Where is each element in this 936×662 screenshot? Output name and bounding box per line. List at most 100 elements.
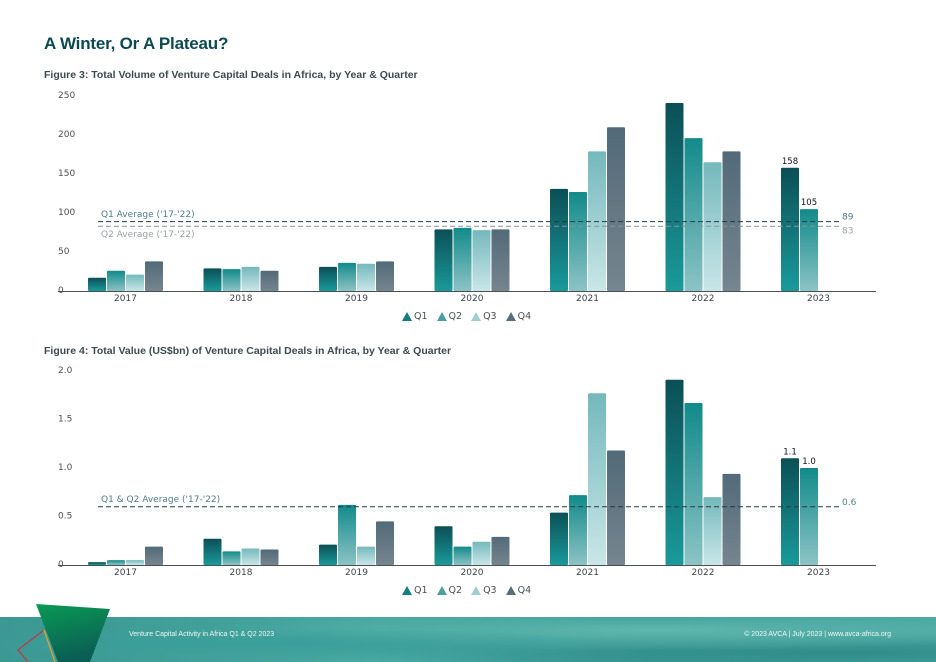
bar-2022-q3	[703, 497, 722, 565]
triangle-marker-icon	[436, 586, 447, 595]
x-category-label: 2020	[461, 294, 484, 304]
triangle-marker-icon	[505, 312, 516, 321]
y-tick-label: 200	[58, 130, 75, 140]
bar-2018-q4	[260, 549, 279, 565]
footer-report-title: Venture Capital Activity in Africa Q1 & …	[129, 631, 275, 638]
x-category-label: 2017	[114, 568, 137, 578]
y-tick-label: 1.0	[58, 463, 73, 473]
legend-item-q1: Q1	[402, 311, 428, 322]
bar-2018-q3	[241, 266, 260, 291]
bar-2019-q1	[319, 266, 337, 291]
figure-4-title: Figure 4: Total Value (US$bn) of Venture…	[44, 345, 452, 357]
bar-2019-q2	[338, 262, 356, 291]
y-tick-label: 50	[58, 247, 70, 257]
y-tick-label: 2.0	[58, 366, 73, 376]
bar-2017-q4	[145, 261, 163, 291]
y-tick-label: 1.5	[58, 415, 72, 425]
bar-2019-q1	[319, 544, 337, 565]
bar-2017-q3	[126, 560, 144, 565]
figure-3-chart: 0501001502002502017201820192020202120222…	[58, 91, 876, 304]
data-label: 158	[782, 157, 798, 167]
bar-2021-q4	[607, 127, 625, 291]
bar-2023-q2	[800, 468, 818, 565]
triangle-marker-icon	[471, 586, 482, 595]
triangle-marker-icon	[402, 586, 412, 595]
bar-2017-q1	[88, 562, 106, 565]
bar-2021-q4	[607, 450, 625, 565]
legend-item-q4: Q4	[505, 585, 532, 596]
bar-2017-q4	[145, 546, 163, 565]
bar-2019-q4	[376, 261, 394, 291]
bar-2021-q1	[550, 512, 568, 565]
legend-item-q3: Q3	[471, 311, 497, 322]
bar-2022-q1	[665, 379, 684, 565]
bar-2021-q2	[569, 191, 587, 291]
decorative-logo-shape	[17, 604, 110, 662]
x-category-label: 2022	[692, 294, 715, 304]
bar-2023-q1	[781, 167, 799, 291]
bar-2018-q1	[203, 268, 222, 291]
bar-2018-q2	[222, 551, 241, 565]
legend-label: Q2	[448, 585, 463, 596]
footer-banner: Venture Capital Activity in Africa Q1 & …	[0, 617, 936, 662]
bar-2023-q2	[800, 209, 818, 291]
x-category-label: 2020	[461, 568, 484, 578]
legend-label: Q3	[483, 585, 497, 596]
figure-4-legend: Q1 Q2 Q3 Q4	[402, 585, 531, 596]
triangle-marker-icon	[402, 312, 412, 321]
bar-2018-q1	[203, 538, 222, 565]
reference-line-label: Q2 Average ('17-'22)	[101, 230, 195, 240]
y-tick-label: 250	[58, 91, 75, 101]
figure-4-chart: 00.51.01.52.0201720182019202020212022202…	[58, 366, 876, 578]
bar-2022-q1	[665, 103, 684, 292]
x-category-label: 2022	[692, 568, 715, 578]
bar-2022-q2	[684, 138, 703, 291]
bar-2019-q2	[338, 504, 356, 565]
x-category-label: 2017	[114, 294, 137, 304]
bar-2020-q3	[472, 541, 491, 565]
reference-line-value: 89	[842, 213, 854, 223]
x-category-label: 2018	[230, 568, 253, 578]
bar-2020-q2	[453, 546, 472, 565]
legend-item-q1: Q1	[402, 585, 428, 596]
data-label: 105	[801, 198, 817, 208]
footer-copyright: © 2023 AVCA | July 2023 | www.avca-afric…	[744, 631, 891, 638]
legend-item-q2: Q2	[436, 585, 463, 596]
figure-3-title: Figure 3: Total Volume of Venture Capita…	[44, 69, 418, 81]
figure-3-legend: Q1 Q2 Q3 Q4	[402, 311, 531, 322]
bar-2020-q1	[434, 526, 453, 565]
legend-label: Q1	[414, 585, 428, 596]
bar-2020-q3	[472, 230, 491, 291]
bar-2023-q1	[781, 458, 799, 565]
legend-label: Q1	[414, 311, 428, 322]
bar-2020-q2	[453, 227, 472, 291]
bar-2017-q1	[88, 277, 106, 291]
bar-2018-q4	[260, 270, 279, 291]
legend-label: Q4	[517, 585, 532, 596]
bar-2018-q3	[241, 548, 260, 565]
y-tick-label: 100	[58, 208, 75, 218]
x-category-label: 2019	[345, 294, 368, 304]
bar-2018-q2	[222, 269, 241, 291]
bar-2020-q4	[491, 536, 510, 565]
bar-2019-q3	[357, 546, 375, 565]
bar-2017-q2	[107, 560, 125, 565]
bar-2020-q1	[434, 229, 453, 291]
bar-2022-q3	[703, 162, 722, 291]
bar-2019-q3	[357, 263, 375, 291]
y-tick-label: 150	[58, 169, 75, 179]
bar-2019-q4	[376, 521, 394, 565]
x-category-label: 2023	[807, 294, 830, 304]
bar-2020-q4	[491, 229, 510, 291]
legend-label: Q2	[448, 311, 463, 322]
x-category-label: 2019	[345, 568, 368, 578]
legend-item-q3: Q3	[471, 585, 497, 596]
triangle-marker-icon	[505, 586, 516, 595]
bar-2017-q2	[107, 270, 125, 291]
triangle-marker-icon	[436, 312, 447, 321]
bar-2021-q2	[569, 495, 587, 565]
x-category-label: 2018	[230, 294, 253, 304]
reference-line-label: Q1 & Q2 Average ('17-'22)	[101, 495, 220, 505]
bar-2021-q3	[588, 393, 606, 565]
data-label: 1.0	[802, 457, 816, 467]
